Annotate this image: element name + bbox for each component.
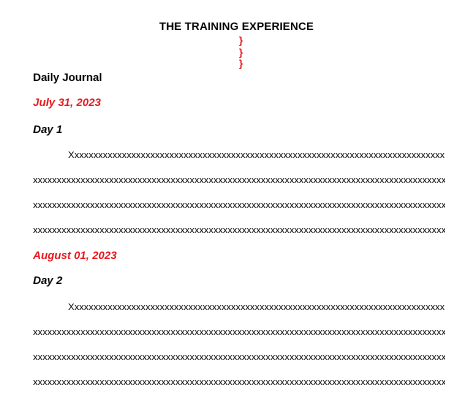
- entry-day: Day 2: [33, 275, 63, 287]
- brace-mark: }: [239, 47, 243, 59]
- brace-decoration: } } }: [235, 36, 247, 71]
- paragraph-line: xxxxxxxxxxxxxxxxxxxxxxxxxxxxxxxxxxxxxxxx…: [33, 352, 445, 363]
- paragraph-line: Xxxxxxxxxxxxxxxxxxxxxxxxxxxxxxxxxxxxxxxx…: [68, 150, 445, 161]
- paragraph-line: xxxxxxxxxxxxxxxxxxxxxxxxxxxxxxxxxxxxxxxx…: [33, 225, 445, 236]
- paragraph-line: xxxxxxxxxxxxxxxxxxxxxxxxxxxxxxxxxxxxxxxx…: [33, 377, 445, 388]
- brace-mark: }: [239, 59, 243, 70]
- document-title: THE TRAINING EXPERIENCE: [159, 21, 314, 33]
- paragraph-line: Xxxxxxxxxxxxxxxxxxxxxxxxxxxxxxxxxxxxxxxx…: [68, 302, 445, 313]
- paragraph-line: xxxxxxxxxxxxxxxxxxxxxxxxxxxxxxxxxxxxxxxx…: [33, 175, 445, 186]
- brace-mark: }: [239, 36, 243, 47]
- section-heading: Daily Journal: [33, 72, 103, 84]
- entry-day: Day 1: [33, 124, 63, 136]
- entry-date: July 31, 2023: [33, 97, 101, 109]
- paragraph-line: xxxxxxxxxxxxxxxxxxxxxxxxxxxxxxxxxxxxxxxx…: [33, 200, 445, 211]
- entry-date: August 01, 2023: [33, 250, 117, 262]
- paragraph-line: xxxxxxxxxxxxxxxxxxxxxxxxxxxxxxxxxxxxxxxx…: [33, 327, 445, 338]
